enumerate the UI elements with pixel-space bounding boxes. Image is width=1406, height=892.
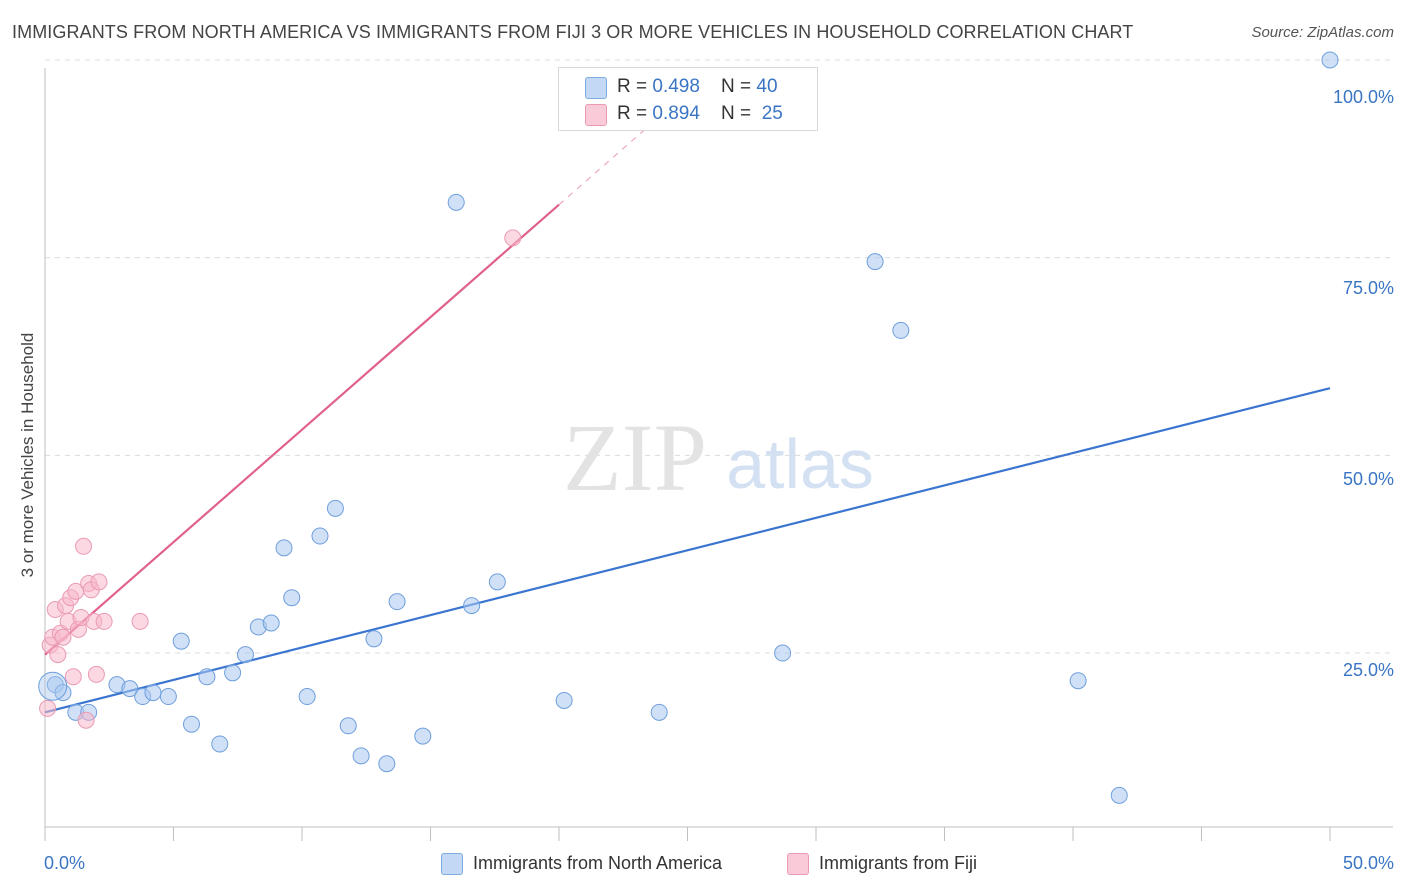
point-north-america [262, 614, 280, 632]
point-fiji [504, 229, 522, 247]
point-north-america [38, 671, 68, 701]
point-fiji [49, 646, 67, 664]
r-value: 0.498 [652, 76, 700, 97]
point-north-america [283, 589, 301, 607]
data-points [38, 51, 1339, 804]
axes [44, 68, 1393, 841]
point-north-america [198, 668, 216, 686]
trend-line-extension [558, 103, 676, 206]
point-fiji [64, 668, 82, 686]
point-north-america [182, 715, 200, 733]
y-tick-label-100: 100.0% [1332, 87, 1394, 107]
point-north-america [650, 703, 668, 721]
trend-line [44, 203, 560, 656]
trend-lines [44, 103, 1331, 714]
watermark-zip: ZIP [563, 404, 707, 511]
point-fiji [95, 612, 113, 630]
n-label: N = [721, 103, 757, 124]
legend-swatch-pink [585, 104, 607, 126]
point-north-america [488, 573, 506, 591]
n-value: 25 [761, 103, 783, 124]
point-north-america [414, 727, 432, 745]
point-north-america [339, 717, 357, 735]
r-label: R = [617, 103, 653, 124]
point-north-america [555, 691, 573, 709]
legend-swatch-blue [441, 853, 463, 875]
point-north-america [352, 747, 370, 765]
stats-legend: R = 0.498 N = 40 R = 0.894 N = 25 [558, 67, 818, 131]
watermark-atlas: atlas [726, 425, 874, 503]
point-north-america [365, 630, 383, 648]
point-north-america [159, 688, 177, 706]
x-tick-label-max: 50.0% [1342, 853, 1394, 873]
r-label: R = [617, 76, 653, 97]
r-value: 0.894 [652, 103, 700, 124]
legend-swatch-blue [585, 77, 607, 99]
legend-label: Immigrants from North America [473, 853, 723, 873]
point-north-america [298, 688, 316, 706]
y-tick-label-75: 75.0% [1342, 278, 1394, 298]
point-north-america [236, 646, 254, 664]
point-north-america [866, 253, 884, 271]
point-north-america [1110, 786, 1128, 804]
point-fiji [54, 628, 72, 646]
x-tick-label-min: 0.0% [44, 853, 86, 873]
point-north-america [388, 593, 406, 611]
n-label: N = [721, 76, 757, 97]
point-north-america [463, 597, 481, 615]
point-fiji [77, 711, 95, 729]
point-fiji [131, 612, 149, 630]
point-fiji [39, 699, 57, 717]
point-north-america [224, 664, 242, 682]
y-tick-label-25: 25.0% [1342, 660, 1394, 680]
point-fiji [87, 665, 105, 683]
source-note: Source: ZipAtlas.com [1251, 24, 1394, 41]
gridlines [45, 59, 1393, 654]
n-value: 40 [756, 76, 778, 97]
point-north-america [892, 321, 910, 339]
point-north-america [172, 632, 190, 650]
point-north-america [144, 684, 162, 702]
trend-line [44, 387, 1331, 714]
point-north-america [311, 527, 329, 545]
y-tick-label-50: 50.0% [1342, 469, 1394, 489]
point-north-america [378, 755, 396, 773]
point-north-america [1321, 51, 1339, 69]
point-fiji [75, 537, 93, 555]
point-north-america [121, 680, 139, 698]
point-north-america [211, 735, 229, 753]
legend-swatch-pink [787, 853, 809, 875]
point-north-america [774, 644, 792, 662]
chart-title: IMMIGRANTS FROM NORTH AMERICA VS IMMIGRA… [12, 22, 1134, 42]
legend-label: Immigrants from Fiji [819, 853, 978, 873]
point-north-america [275, 539, 293, 557]
point-north-america [447, 193, 465, 211]
point-north-america [1069, 672, 1087, 690]
point-north-america [326, 499, 344, 517]
point-fiji [90, 573, 108, 591]
